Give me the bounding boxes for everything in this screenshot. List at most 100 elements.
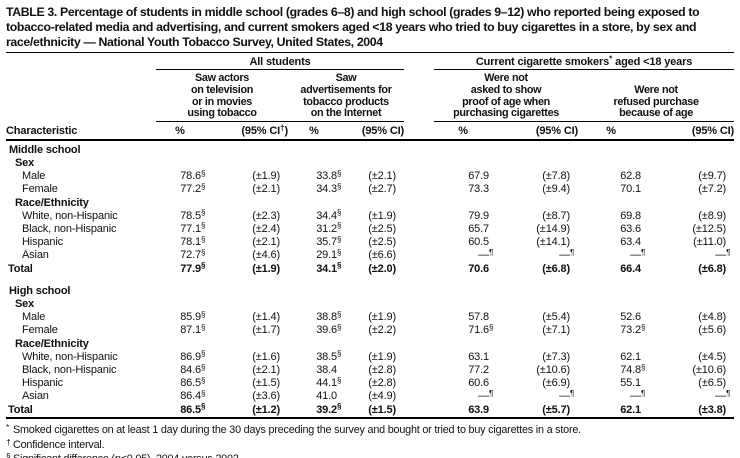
pct-cell: 86.5§ bbox=[156, 403, 205, 419]
pct-cell: —¶ bbox=[630, 388, 646, 403]
row-label: Female bbox=[22, 324, 58, 337]
footnote-marker: † bbox=[6, 436, 11, 447]
ci-cell: (±5.7) bbox=[492, 403, 579, 419]
table-row: Hispanic 86.5§ (±1.5) 44.1§ (±2.8) 60.6 (±6.9)… bbox=[6, 375, 734, 390]
pct-cell: 77.2 bbox=[468, 364, 490, 377]
row-label: Male bbox=[22, 311, 46, 324]
column-gap bbox=[404, 351, 434, 364]
column-gap bbox=[404, 364, 434, 377]
footnotes: * Smoked cigarettes on at least 1 day dur… bbox=[6, 422, 734, 458]
ci-header: (95% CI) bbox=[492, 121, 578, 141]
ci-cell: (±2.3) bbox=[252, 209, 280, 222]
pct-cell: 33.8§ bbox=[316, 168, 342, 183]
table-row: Asian 72.7§ (±4.6) 29.1§ (±6.6) —¶ —¶ —¶ —¶ bbox=[6, 247, 734, 262]
pct-cell: 57.8 bbox=[468, 311, 490, 324]
exposure-table: All students Current cigarette smokers* … bbox=[6, 53, 735, 419]
ci-cell: (±14.1) bbox=[536, 236, 571, 249]
column-gap bbox=[404, 121, 435, 141]
ci-cell: (±2.0) bbox=[368, 262, 397, 275]
ci-cell: (±6.9) bbox=[542, 377, 571, 390]
ci-cell: (±2.2) bbox=[368, 324, 397, 337]
column-gap bbox=[404, 236, 434, 249]
ci-header: (95% CI) bbox=[644, 121, 734, 141]
ci-cell: (±2.1) bbox=[252, 183, 280, 196]
column-gap bbox=[404, 263, 434, 276]
group-current-smokers: Current cigarette smokers* aged <18 year… bbox=[434, 53, 735, 71]
percent-header: % bbox=[434, 121, 493, 141]
ci-cell: (±10.6) bbox=[536, 364, 571, 377]
column-gap bbox=[404, 170, 434, 183]
subsection-heading: Race/Ethnicity bbox=[15, 196, 89, 209]
ci-cell: —¶ bbox=[559, 388, 575, 403]
pct-cell: 63.1 bbox=[468, 350, 490, 363]
ci-header: (95% CI†) bbox=[204, 121, 288, 141]
ci-cell: (±1.6) bbox=[252, 350, 280, 363]
ci-cell: (±14.9) bbox=[536, 222, 571, 235]
ci-cell: (±6.6) bbox=[368, 249, 397, 262]
ci-cell: (±4.6) bbox=[252, 249, 280, 262]
pct-cell: 78.6§ bbox=[180, 168, 206, 183]
group-all-students: All students bbox=[156, 53, 405, 71]
row-label: Total bbox=[8, 262, 33, 275]
pct-cell: 87.1§ bbox=[180, 322, 206, 337]
pct-cell: 78.1§ bbox=[180, 234, 206, 249]
pct-cell: 62.1 bbox=[578, 403, 645, 419]
subsection-heading: Sex bbox=[15, 156, 35, 169]
ci-cell: (±3.6) bbox=[252, 390, 280, 403]
ci-cell: (±11.0) bbox=[693, 236, 727, 249]
pct-cell: 77.9§ bbox=[180, 261, 206, 275]
table-row: White, non-Hispanic 78.5§ (±2.3) 34.4§ (±1.9… bbox=[6, 209, 734, 223]
corner-blank bbox=[6, 53, 156, 70]
total-row: Total 77.9§ (±1.9) 34.1§ (±2.0) 70.6 (±6.8) 66.… bbox=[6, 261, 734, 276]
ci-cell: (±2.5) bbox=[368, 236, 397, 249]
ci-cell: (±1.9) bbox=[252, 170, 280, 183]
pct-cell: 73.3 bbox=[468, 183, 490, 196]
ci-cell: (±2.1) bbox=[368, 170, 397, 183]
footnote: §Significant difference (p<0.05), 2004 v… bbox=[6, 451, 734, 458]
row-label: Asian bbox=[22, 249, 49, 262]
pct-cell: 44.1§ bbox=[316, 375, 342, 390]
ci-cell: (±1.7) bbox=[252, 324, 280, 337]
ci-cell: (±1.9) bbox=[368, 350, 397, 363]
ci-cell: (±7.1) bbox=[542, 324, 571, 337]
pct-cell: 31.2§ bbox=[316, 221, 342, 235]
ci-cell: (±9.4) bbox=[542, 183, 571, 196]
table-row: Black, non-Hispanic 84.6§ (±2.1) 38.4 (±2.8)… bbox=[6, 363, 734, 377]
pct-cell: —¶ bbox=[478, 247, 494, 262]
subgroup-refused-purchase: Were not refused purchase because of age bbox=[578, 69, 735, 122]
section-heading-row: High school bbox=[6, 276, 734, 298]
pct-cell: 65.7 bbox=[468, 222, 490, 235]
ci-cell: (±5.4) bbox=[542, 311, 571, 324]
pct-cell: 35.7§ bbox=[316, 234, 342, 249]
ci-cell: (±10.6) bbox=[692, 364, 727, 377]
column-gap bbox=[404, 249, 434, 262]
ci-cell: (±1.5) bbox=[340, 403, 405, 419]
subgroup-proof-of-age: Were not asked to show proof of age when… bbox=[434, 69, 579, 122]
percent-header: % bbox=[156, 121, 204, 141]
pct-cell: 29.1§ bbox=[316, 247, 342, 262]
pct-cell: 67.9 bbox=[468, 170, 490, 183]
group-header-row: All students Current cigarette smokers* … bbox=[6, 53, 735, 71]
subgroup-tv-movies: Saw actors on television or in movies us… bbox=[156, 69, 288, 122]
ci-cell: (±6.8) bbox=[542, 262, 571, 275]
pct-cell: 69.8 bbox=[620, 209, 642, 222]
ci-cell: —¶ bbox=[715, 247, 731, 262]
footnote: * Smoked cigarettes on at least 1 day dur… bbox=[6, 422, 734, 437]
footnote-marker: § bbox=[6, 451, 11, 458]
ci-cell: (±4.5) bbox=[698, 350, 727, 363]
table-row: Female 87.1§ (±1.7) 39.6§ (±2.2) 71.6§ (±7.1) 7… bbox=[6, 322, 734, 337]
pct-cell: 73.2§ bbox=[620, 322, 646, 337]
ci-cell: (±2.5) bbox=[368, 222, 397, 235]
percent-header: % bbox=[578, 121, 645, 141]
percent-header: % bbox=[288, 121, 340, 141]
pct-cell: 86.5§ bbox=[180, 375, 206, 390]
pct-cell: 52.6 bbox=[620, 311, 642, 324]
pct-cell: —¶ bbox=[478, 388, 494, 403]
ci-cell: (±2.1) bbox=[252, 236, 280, 249]
pct-cell: 39.2§ bbox=[288, 403, 341, 419]
pct-cell: 70.1 bbox=[620, 183, 642, 196]
ci-cell: (±6.5) bbox=[698, 377, 727, 390]
row-label: Total bbox=[6, 403, 156, 419]
row-label: Female bbox=[22, 183, 58, 196]
pct-cell: 72.7§ bbox=[180, 247, 206, 262]
